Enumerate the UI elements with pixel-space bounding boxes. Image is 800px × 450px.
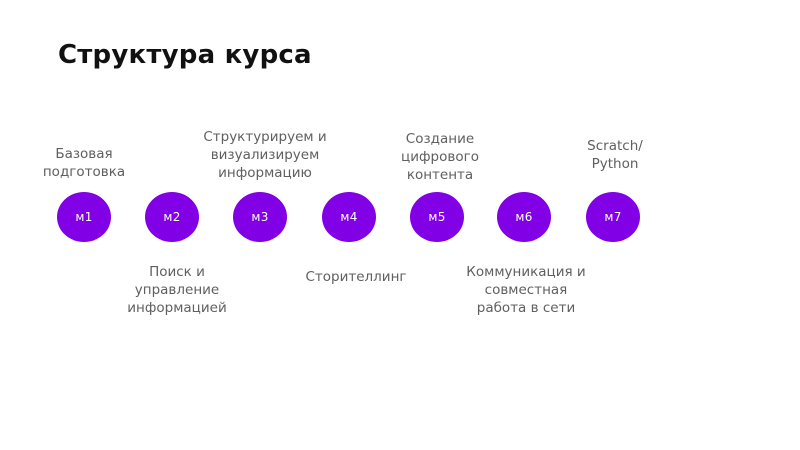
- slide-title: Структура курса: [58, 40, 312, 70]
- module-m1-circle: м1: [57, 192, 111, 242]
- module-m3-label: Структурируем и визуализируем информацию: [203, 129, 327, 181]
- module-m2-circle: м2: [145, 192, 199, 242]
- module-m4-label: Сторителлинг: [305, 269, 407, 285]
- module-m6-label: Коммуникация и совместная работа в сети: [466, 264, 586, 316]
- module-m3-circle: м3: [233, 192, 287, 242]
- module-m7-label: Scratch/ Python: [587, 138, 643, 172]
- module-m6-circle: м6: [497, 192, 551, 242]
- module-m1-label: Базовая подготовка: [42, 146, 126, 180]
- module-m7-circle: м7: [586, 192, 640, 242]
- module-m2-label: Поиск и управление информацией: [127, 264, 227, 316]
- module-m4-circle: м4: [322, 192, 376, 242]
- module-m5-label: Создание цифрового контента: [401, 131, 479, 183]
- module-m5-circle: м5: [410, 192, 464, 242]
